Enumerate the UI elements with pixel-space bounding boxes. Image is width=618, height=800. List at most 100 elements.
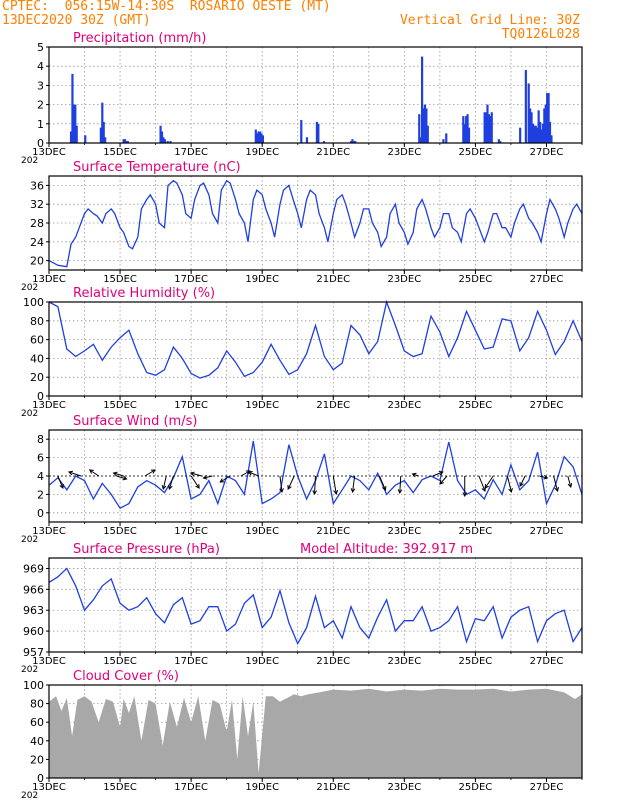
wind-arrow — [478, 475, 486, 492]
precipitation-bar — [351, 139, 354, 143]
series-line — [48, 299, 583, 379]
x-year-label: 202 — [21, 409, 38, 419]
wind-arrow-head — [567, 482, 573, 489]
x-year-label: 202 — [21, 156, 38, 166]
y-tick-label: 0 — [37, 772, 44, 785]
precipitation-bar — [421, 56, 424, 143]
wind-arrow — [144, 469, 156, 477]
wind-arrow — [432, 471, 443, 477]
panel-frame — [48, 684, 583, 779]
wind-arrow-head — [150, 469, 156, 474]
precipitation-bar — [519, 127, 522, 143]
x-tick-label: 25DEC — [459, 400, 493, 411]
y-tick-label: 1 — [37, 118, 44, 131]
panel-3: 0 20 40 60 80 100 13DEC 15DEC 17DEC 19DEC 21DEC 23D… — [21, 286, 583, 419]
wind-arrow — [332, 475, 337, 495]
panel-frame — [48, 175, 583, 271]
precipitation-bar — [527, 83, 530, 143]
x-tick-label: 23DEC — [387, 656, 421, 667]
panel-4: 0 2 4 6 8 13DEC 15DEC 17DEC 19DEC 21DEC 23DEC 25DEC… — [21, 414, 583, 545]
panel-title: Surface Temperature (nC) — [73, 160, 241, 175]
x-tick-label: 13DEC — [32, 274, 66, 285]
precipitation-bar — [352, 141, 355, 143]
precipitation-bar — [499, 141, 502, 143]
y-tick-label: 8 — [37, 433, 44, 446]
precipitation-bar — [99, 127, 102, 143]
panel-frame — [48, 46, 583, 144]
x-tick-label: 15DEC — [103, 274, 137, 285]
precipitation-bar — [465, 116, 468, 143]
wind-arrow-head — [438, 471, 444, 476]
x-tick-label: 21DEC — [316, 656, 350, 667]
wind-arrow — [352, 475, 356, 493]
y-tick-label: 100 — [23, 296, 44, 309]
y-tick-label: 0 — [37, 390, 44, 403]
x-tick-label: 13DEC — [32, 782, 66, 793]
series-line — [48, 179, 583, 268]
x-tick-label: 21DEC — [316, 782, 350, 793]
precipitation-bar — [548, 121, 552, 143]
x-tick-label: 19DEC — [245, 656, 279, 667]
precipitation-bar — [462, 116, 465, 143]
x-tick-label: 27DEC — [530, 782, 564, 793]
y-tick-label: 0 — [37, 137, 44, 150]
x-tick-label: 15DEC — [103, 782, 137, 793]
x-tick-label: 23DEC — [387, 526, 421, 537]
wind-arrow — [553, 475, 559, 492]
x-tick-label: 17DEC — [174, 656, 208, 667]
precipitation-bar — [533, 125, 536, 143]
wind-arrow — [203, 475, 213, 479]
x-tick-label: 15DEC — [103, 147, 137, 158]
x-tick-label: 25DEC — [459, 782, 493, 793]
wind-arrow-head — [543, 474, 549, 480]
wind-arrow-head — [122, 475, 128, 481]
y-tick-label: 32 — [30, 198, 44, 211]
wind-arrow — [484, 475, 494, 489]
panel-2: 20 24 28 32 36 13DEC 15DEC 17DEC 19DEC 21DEC 23DEC… — [21, 160, 583, 293]
precipitation-bar — [162, 137, 165, 143]
precipitation-bar — [122, 139, 125, 143]
precipitation-bar — [71, 73, 74, 143]
precipitation-bar — [257, 131, 260, 143]
wind-arrow-head — [67, 470, 74, 476]
wind-arrow — [379, 475, 386, 491]
y-tick-label: 957 — [23, 646, 44, 659]
y-tick-label: 40 — [30, 735, 44, 748]
precipitation-bar — [315, 121, 319, 143]
precipitation-bar — [125, 141, 128, 143]
precipitation-bar — [317, 123, 320, 143]
x-tick-label: 13DEC — [32, 656, 66, 667]
panel-title: Cloud Cover (%) — [73, 669, 179, 684]
y-tick-label: 4 — [37, 470, 44, 483]
precipitation-bar — [72, 104, 75, 143]
precipitation-bar — [425, 108, 428, 143]
precipitation-bar — [483, 112, 486, 143]
wind-arrow — [567, 475, 572, 488]
precipitation-bar — [102, 121, 105, 143]
precipitation-bar — [534, 125, 537, 143]
wind-arrow-head — [312, 490, 318, 496]
y-tick-label: 60 — [30, 334, 44, 347]
precipitation-bar — [547, 93, 550, 143]
precipitation-bar — [160, 131, 164, 143]
precipitation-bar — [159, 125, 162, 143]
wind-arrow — [68, 471, 82, 477]
precipitation-bar — [486, 104, 489, 143]
x-tick-label: 13DEC — [32, 400, 66, 411]
wind-arrow-head — [219, 478, 225, 483]
precipitation-bar — [544, 104, 547, 143]
wind-arrow-head — [508, 488, 513, 494]
wind-arrow — [539, 475, 548, 479]
x-tick-label: 21DEC — [316, 274, 350, 285]
precipitation-bar — [256, 133, 259, 143]
panel-6: 0 20 40 60 80 100 13DEC 15DEC 17DEC 19DEC 21DEC 23D… — [21, 669, 583, 800]
wind-arrow — [113, 472, 124, 477]
y-tick-label: 2 — [37, 488, 44, 501]
precipitation-bar — [466, 114, 469, 143]
x-tick-label: 23DEC — [387, 274, 421, 285]
wind-arrow-head — [397, 489, 403, 495]
run-date: 13DEC2020 30Z (GMT) — [2, 13, 151, 28]
y-tick-label: 3 — [37, 79, 44, 92]
x-tick-label: 27DEC — [530, 656, 564, 667]
y-tick-label: 969 — [23, 562, 44, 575]
